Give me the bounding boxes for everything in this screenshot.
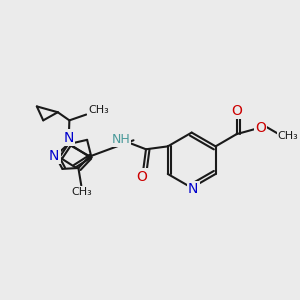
Text: NH: NH bbox=[111, 133, 130, 146]
Text: O: O bbox=[255, 121, 266, 135]
Text: CH₃: CH₃ bbox=[72, 187, 92, 197]
Text: O: O bbox=[231, 103, 242, 118]
Text: O: O bbox=[136, 170, 147, 184]
Text: CH₃: CH₃ bbox=[278, 131, 298, 141]
Text: N: N bbox=[64, 131, 74, 145]
Text: N: N bbox=[188, 182, 198, 196]
Text: CH₃: CH₃ bbox=[88, 106, 109, 116]
Text: N: N bbox=[49, 149, 59, 163]
